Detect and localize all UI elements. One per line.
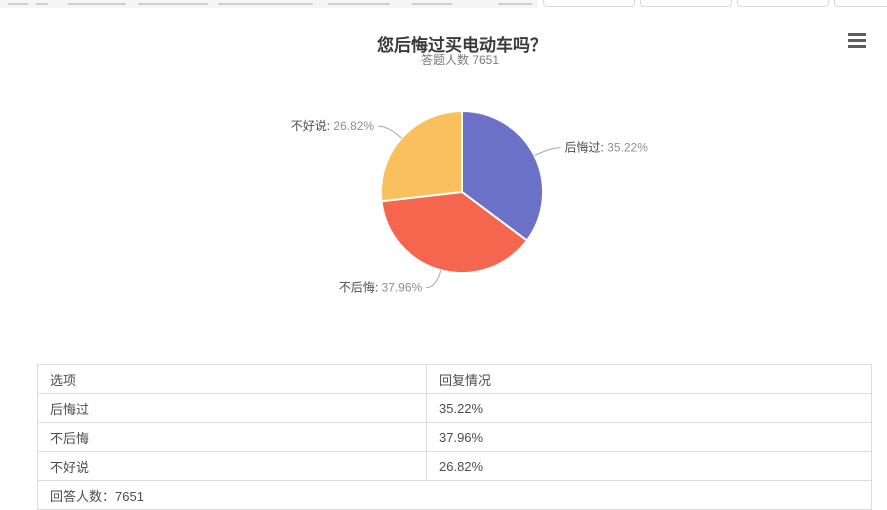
- pie-label-line-2: [378, 125, 402, 139]
- pie-label-line-0: [534, 147, 561, 157]
- chart-subtitle: 答题人数 7651: [420, 53, 500, 67]
- table-cell-option: 不好说: [37, 451, 427, 481]
- results-table: 选项 回复情况 后悔过 35.22% 不后悔 37.96% 不好说 26.82%…: [37, 364, 872, 510]
- cutoff-button-1[interactable]: [543, 0, 635, 7]
- pie-label-line-1: [426, 270, 442, 289]
- cutoff-text-remnant: [36, 3, 48, 5]
- hamburger-bar: [848, 33, 866, 36]
- table-header-row: 选项 回复情况: [37, 364, 872, 394]
- table-cell-option: 不后悔: [37, 422, 427, 452]
- cutoff-button-2[interactable]: [640, 0, 732, 7]
- table-footer-row: 回答人数：7651: [37, 480, 872, 510]
- table-row: 不好说 26.82%: [37, 451, 872, 481]
- hamburger-bar: [848, 45, 866, 48]
- cutoff-text-remnant: [498, 3, 532, 5]
- table-header-response: 回复情况: [426, 364, 872, 394]
- hamburger-menu-icon[interactable]: [848, 33, 867, 49]
- table-cell-response: 35.22%: [426, 393, 872, 423]
- cutoff-top-bar: [0, 0, 887, 8]
- table-row: 不后悔 37.96%: [37, 422, 872, 452]
- cutoff-text-remnant: [8, 3, 28, 5]
- table-cell-response: 26.82%: [426, 451, 872, 481]
- pie-label-2: 不好说: 26.82%: [291, 118, 375, 133]
- cutoff-button-4[interactable]: [834, 0, 887, 7]
- table-header-option: 选项: [37, 364, 427, 394]
- pie-chart-svg: 后悔过: 35.22% 不后悔: 37.96% 不好说: 26.82%: [291, 110, 649, 295]
- pie-label-0: 后悔过: 35.22%: [565, 140, 649, 155]
- cutoff-text-remnant: [68, 3, 126, 5]
- table-cell-response: 37.96%: [426, 422, 872, 452]
- table-cell-option: 后悔过: [37, 393, 427, 423]
- pie-chart-area: 后悔过: 35.22% 不后悔: 37.96% 不好说: 26.82%: [291, 110, 649, 295]
- cutoff-text-remnant: [328, 3, 390, 5]
- cutoff-text-remnant: [138, 3, 208, 5]
- hamburger-bar: [848, 39, 866, 42]
- table-footer-cell: 回答人数：7651: [37, 480, 872, 510]
- cutoff-button-3[interactable]: [737, 0, 829, 7]
- chart-title: 您后悔过买电动车吗？: [377, 36, 547, 55]
- cutoff-text-remnant: [218, 3, 313, 5]
- pie-slice-2[interactable]: [380, 110, 463, 203]
- pie-label-1: 不后悔: 37.96%: [339, 280, 423, 295]
- cutoff-text-remnant: [412, 3, 452, 5]
- table-row: 后悔过 35.22%: [37, 393, 872, 423]
